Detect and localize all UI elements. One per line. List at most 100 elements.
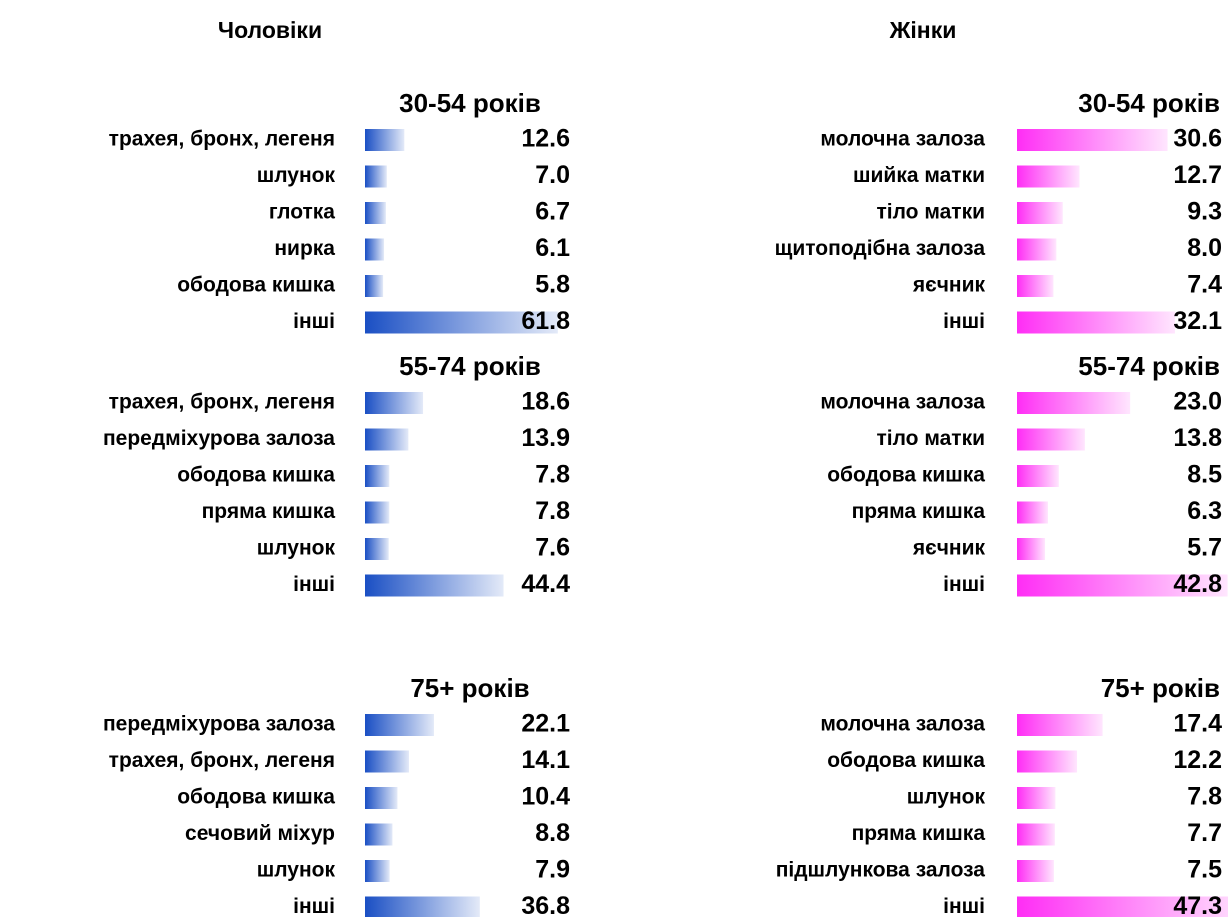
- value-label: 61.8: [521, 307, 570, 335]
- category-label: нирка: [274, 237, 335, 260]
- bar: [365, 714, 434, 736]
- value-label: 7.8: [535, 461, 570, 489]
- value-label: 5.8: [535, 271, 570, 299]
- value-label: 6.7: [535, 198, 570, 226]
- bar: [1017, 392, 1131, 414]
- value-label: 7.5: [1187, 856, 1222, 884]
- bar: [365, 202, 386, 224]
- bar: [365, 428, 409, 451]
- category-label: інші: [293, 310, 335, 333]
- bar: [365, 311, 558, 334]
- bar: [365, 787, 398, 809]
- bar: [1017, 202, 1063, 224]
- value-label: 8.0: [1187, 234, 1222, 262]
- column-heading: Чоловіки: [218, 17, 322, 43]
- category-label: інші: [293, 895, 335, 917]
- bar: [1017, 787, 1056, 809]
- bar: [365, 574, 504, 597]
- bar: [365, 823, 393, 846]
- bar: [1017, 574, 1228, 597]
- bar: [365, 860, 390, 882]
- panel-title: 55-74 років: [399, 351, 541, 381]
- bar: [1017, 538, 1046, 560]
- category-label: трахея, бронх, легеня: [109, 391, 335, 414]
- bar: [365, 538, 389, 560]
- category-label: шлунок: [257, 164, 336, 187]
- category-label: інші: [943, 573, 985, 596]
- value-label: 22.1: [521, 710, 570, 738]
- bar: [1017, 311, 1175, 334]
- value-label: 7.8: [1187, 783, 1222, 811]
- category-label: передміхурова залоза: [103, 713, 335, 736]
- bar: [1017, 750, 1078, 773]
- bar: [1017, 823, 1055, 846]
- bar: [365, 238, 385, 261]
- value-label: 7.9: [535, 856, 570, 884]
- category-label: інші: [293, 573, 335, 596]
- value-label: 18.6: [521, 388, 570, 416]
- bar: [1017, 714, 1103, 736]
- value-label: 9.3: [1187, 198, 1222, 226]
- value-label: 7.8: [535, 497, 570, 525]
- category-label: щитоподібна залоза: [775, 237, 986, 260]
- bar: [365, 129, 405, 151]
- category-label: ободова кишка: [827, 464, 985, 487]
- value-label: 14.1: [521, 746, 570, 774]
- bar: [1017, 129, 1168, 151]
- value-label: 12.7: [1173, 161, 1222, 189]
- value-label: 30.6: [1173, 125, 1222, 153]
- category-label: підшлункова залоза: [776, 859, 986, 882]
- category-label: пряма кишка: [852, 500, 986, 523]
- category-label: шлунок: [257, 859, 336, 882]
- bar: [365, 465, 390, 487]
- category-label: ободова кишка: [177, 464, 335, 487]
- category-label: інші: [943, 310, 985, 333]
- category-label: глотка: [269, 201, 335, 224]
- value-label: 7.7: [1187, 819, 1222, 847]
- bar: [1017, 501, 1048, 524]
- value-label: 6.3: [1187, 497, 1222, 525]
- bar: [365, 275, 384, 297]
- value-label: 12.2: [1173, 746, 1222, 774]
- bar: [365, 896, 480, 917]
- bar: [1017, 860, 1054, 882]
- category-label: молочна залоза: [820, 128, 985, 151]
- category-label: шлунок: [907, 786, 986, 809]
- category-label: шийка матки: [853, 164, 985, 187]
- category-label: тіло матки: [877, 201, 986, 224]
- category-label: ободова кишка: [177, 274, 335, 297]
- value-label: 44.4: [521, 570, 570, 598]
- bar: [1017, 428, 1085, 451]
- category-label: тіло матки: [877, 427, 986, 450]
- panel-title: 30-54 років: [399, 88, 541, 118]
- category-label: передміхурова залоза: [103, 427, 335, 450]
- bar: [1017, 165, 1080, 188]
- panel-title: 55-74 років: [1078, 351, 1220, 381]
- category-label: трахея, бронх, легеня: [109, 749, 335, 772]
- category-label: шлунок: [257, 537, 336, 560]
- category-label: яєчник: [912, 274, 986, 297]
- category-label: молочна залоза: [820, 391, 985, 414]
- category-label: ободова кишка: [827, 749, 985, 772]
- value-label: 32.1: [1173, 307, 1222, 335]
- bar: [1017, 465, 1059, 487]
- value-label: 7.0: [535, 161, 570, 189]
- category-label: сечовий міхур: [185, 822, 335, 845]
- panel-title: 30-54 років: [1078, 88, 1220, 118]
- value-label: 13.8: [1173, 424, 1222, 452]
- value-label: 7.4: [1187, 271, 1222, 299]
- value-label: 6.1: [535, 234, 570, 262]
- bar: [365, 165, 387, 188]
- panel-title: 75+ років: [1101, 673, 1220, 703]
- value-label: 7.6: [535, 534, 570, 562]
- category-label: пряма кишка: [852, 822, 986, 845]
- category-label: інші: [943, 895, 985, 917]
- panel-title: 75+ років: [410, 673, 529, 703]
- column-heading: Жінки: [889, 17, 957, 43]
- value-label: 17.4: [1173, 710, 1222, 738]
- value-label: 36.8: [521, 892, 570, 917]
- category-label: молочна залоза: [820, 713, 985, 736]
- bar: [365, 750, 409, 773]
- bar: [365, 501, 390, 524]
